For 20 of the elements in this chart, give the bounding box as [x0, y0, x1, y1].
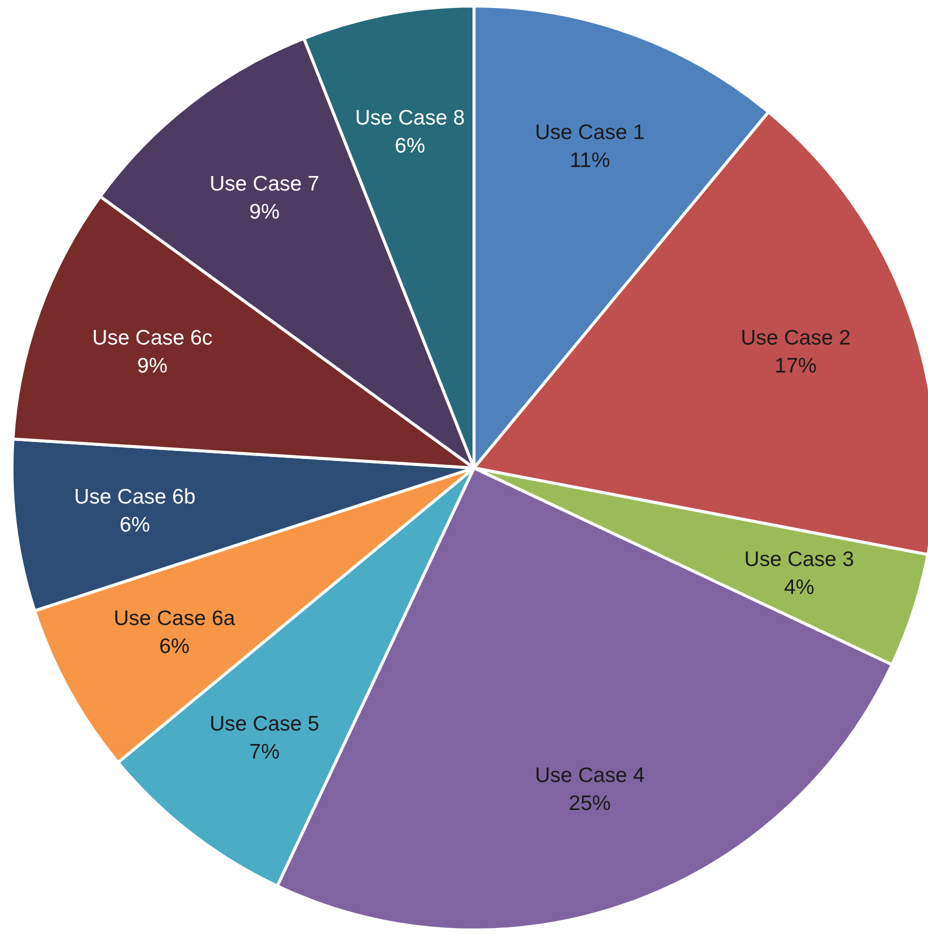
slice-label: Use Case 6b — [74, 485, 196, 508]
data-label: 6% — [120, 513, 150, 536]
data-label: 4% — [784, 576, 814, 600]
slice-label: Use Case 1 — [534, 120, 645, 144]
slice-label: Use Case 4 — [534, 764, 645, 788]
data-label: 9% — [137, 354, 168, 378]
data-label: 6% — [159, 635, 190, 658]
slice-label: Use Case 3 — [744, 548, 854, 572]
data-label: 11% — [570, 148, 610, 172]
data-label: 17% — [774, 354, 817, 378]
data-label: 6% — [394, 134, 426, 158]
slice-label: Use Case 2 — [740, 326, 851, 350]
data-label: 7% — [249, 740, 280, 764]
data-label: 25% — [568, 792, 611, 816]
slice-label: Use Case 7 — [210, 172, 320, 196]
slice-label: Use Case 5 — [210, 712, 320, 736]
slice-label: Use Case 6c — [92, 326, 212, 350]
data-label: 9% — [249, 200, 280, 224]
slice-label: Use Case 8 — [355, 106, 465, 130]
slice-label: Use Case 6a — [114, 607, 236, 630]
